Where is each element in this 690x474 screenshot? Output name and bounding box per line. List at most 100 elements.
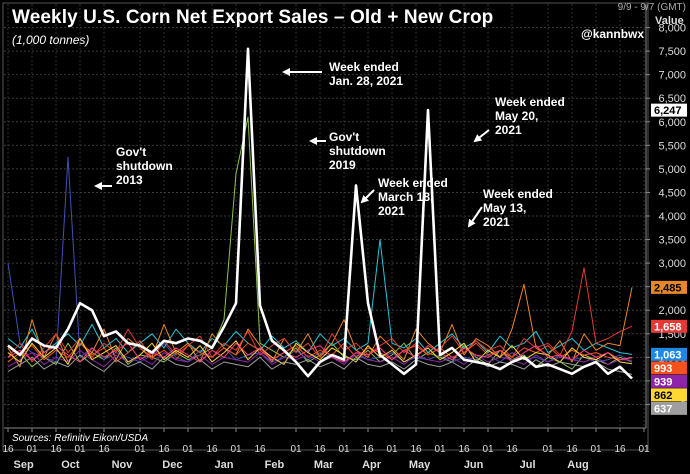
x-month-label: Sep — [14, 459, 34, 471]
x-tick-label: 16 — [206, 444, 218, 455]
x-tick-label: 16 — [566, 444, 578, 455]
y-tick-label: 3,000 — [658, 258, 686, 270]
y-tick-label: 8,000 — [658, 23, 686, 35]
chart-title: Weekly U.S. Corn Net Export Sales – Old … — [12, 7, 494, 28]
annotation-text: May 20, — [495, 109, 538, 123]
annotation-text: Gov't — [329, 130, 359, 144]
annotation-text: 2013 — [116, 173, 143, 187]
annotation-text: 2021 — [495, 123, 522, 137]
series-line-series-11 — [7, 342, 633, 363]
x-tick-label: 01 — [134, 444, 146, 455]
series-line-2020-21 — [7, 47, 633, 380]
x-tick-label: 01 — [482, 444, 494, 455]
series-line-series-6 — [7, 267, 633, 363]
x-month-label: Oct — [61, 459, 80, 471]
annotation-text: shutdown — [116, 159, 173, 173]
x-axis: 16 01 16 01 16 01 16 01 16 01 16 01 16 01 16 01 16 01 16 01… — [2, 427, 650, 471]
x-tick-label: 16 — [506, 444, 518, 455]
date-range: 9/9 - 9/7 (GMT) — [617, 2, 686, 13]
annotation-text: 2021 — [378, 204, 405, 218]
x-tick-label: 16 — [50, 444, 62, 455]
series-line-series-9 — [7, 338, 633, 365]
x-month-label: Feb — [265, 459, 285, 471]
x-tick-label: 16 — [98, 444, 110, 455]
x-tick-label: 01 — [338, 444, 350, 455]
annotation-text: Week ended — [483, 187, 553, 201]
y-tick-label: 4,500 — [658, 187, 686, 199]
annotation-text: Week ended — [329, 60, 399, 74]
annotation-text: May 13, — [483, 201, 526, 215]
x-month-label: Jun — [464, 459, 484, 471]
y-tick-label: 6,500 — [658, 93, 686, 105]
chart-subtitle: (1,000 tonnes) — [12, 33, 90, 47]
series-lines — [7, 47, 633, 380]
series-line-series-10 — [7, 354, 633, 375]
x-month-label: Jul — [520, 459, 536, 471]
x-tick-label: 16 — [410, 444, 422, 455]
annotation-arrow — [467, 206, 483, 228]
x-tick-label: 16 — [614, 444, 626, 455]
end-label-badge — [651, 347, 687, 361]
x-tick-label: 01 — [26, 444, 38, 455]
end-label-badge — [651, 280, 687, 294]
x-tick-label: 01 — [434, 444, 446, 455]
source-note: Sources: Refinitiv Eikon/USDA — [12, 433, 149, 444]
annotation-text: Week ended — [495, 95, 565, 109]
x-tick-label: 01 — [230, 444, 242, 455]
end-label-value: 939 — [654, 376, 672, 388]
end-label-badge — [651, 319, 687, 333]
x-tick-label: 01 — [638, 444, 650, 455]
y-tick-label: 6,000 — [658, 117, 686, 129]
x-month-label: Jan — [215, 459, 234, 471]
x-tick-label: 16 — [314, 444, 326, 455]
x-tick-label: 16 — [158, 444, 170, 455]
plot-frame — [2, 2, 649, 451]
x-tick-label: 01 — [590, 444, 602, 455]
end-label-value: 993 — [654, 363, 672, 375]
x-tick-label: 01 — [290, 444, 302, 455]
end-label-value: 1,063 — [654, 349, 682, 361]
end-label-value: 1,658 — [654, 321, 682, 333]
y-tick-label: 3,500 — [658, 235, 686, 247]
x-tick-label: 16 — [362, 444, 374, 455]
x-tick-label: 16 — [254, 444, 266, 455]
series-line-series-4 — [7, 239, 633, 355]
end-label-badge — [651, 388, 687, 402]
y-tick-label: 7,500 — [658, 46, 686, 58]
y-tick-label: 5,000 — [658, 164, 686, 176]
end-label-value: 862 — [654, 390, 672, 402]
value-axis-header: Value — [655, 15, 684, 27]
end-label-badge — [651, 103, 687, 117]
x-tick-label: 01 — [542, 444, 554, 455]
x-tick-label: 01 — [386, 444, 398, 455]
author-handle: @kannbwx — [581, 27, 645, 41]
x-month-label: Mar — [314, 459, 334, 471]
x-month-label: Dec — [162, 459, 182, 471]
y-tick-label: 5,500 — [658, 140, 686, 152]
annotation-text: 2021 — [483, 215, 510, 229]
y-tick-label: 4,000 — [658, 211, 686, 223]
y-tick-label: 2,000 — [658, 305, 686, 317]
x-month-label: May — [409, 459, 431, 471]
annotation-arrow — [473, 129, 490, 143]
annotation-text: Jan. 28, 2021 — [329, 74, 403, 88]
end-label-badge — [651, 401, 687, 415]
x-month-label: Nov — [112, 459, 134, 471]
end-label-badge — [651, 361, 687, 375]
x-tick-label: 01 — [74, 444, 86, 455]
annotation-text: Gov't — [116, 145, 146, 159]
x-month-label: Apr — [362, 459, 382, 471]
x-tick-label: 16 — [2, 444, 14, 455]
end-label-badge — [651, 374, 687, 388]
x-tick-label: 16 — [458, 444, 470, 455]
annotation-text: Week ended — [378, 176, 448, 190]
x-tick-label: 01 — [182, 444, 194, 455]
